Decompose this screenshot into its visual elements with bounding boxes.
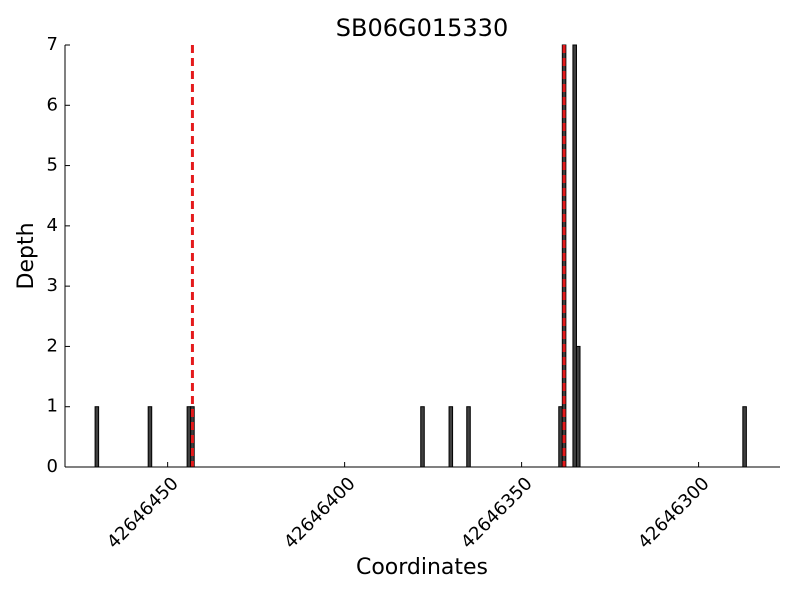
bar bbox=[572, 44, 577, 468]
bar bbox=[742, 406, 747, 468]
x-tick-label: 42646350 bbox=[457, 473, 537, 553]
chart-title: SB06G015330 bbox=[336, 14, 508, 42]
y-tick-label: 5 bbox=[47, 155, 58, 176]
x-tick-label: 42646300 bbox=[634, 473, 714, 553]
y-tick-label: 3 bbox=[47, 275, 58, 296]
bar bbox=[558, 406, 563, 468]
x-axis-label: Coordinates bbox=[356, 555, 488, 580]
bar bbox=[575, 345, 581, 468]
bar bbox=[147, 406, 153, 468]
y-tick-label: 2 bbox=[47, 335, 58, 356]
bar bbox=[466, 406, 471, 468]
y-tick-label: 7 bbox=[47, 34, 58, 55]
bar bbox=[94, 406, 100, 468]
y-tick-label: 4 bbox=[47, 215, 58, 236]
x-tick-label: 42646450 bbox=[103, 473, 183, 553]
bar bbox=[448, 406, 454, 468]
bar bbox=[420, 406, 425, 468]
y-axis-label: Depth bbox=[14, 222, 39, 289]
bar bbox=[186, 406, 192, 468]
y-tick-label: 0 bbox=[47, 456, 58, 477]
x-tick-label: 42646400 bbox=[280, 473, 360, 553]
y-tick-label: 1 bbox=[47, 396, 58, 417]
y-tick-label: 6 bbox=[47, 94, 58, 115]
